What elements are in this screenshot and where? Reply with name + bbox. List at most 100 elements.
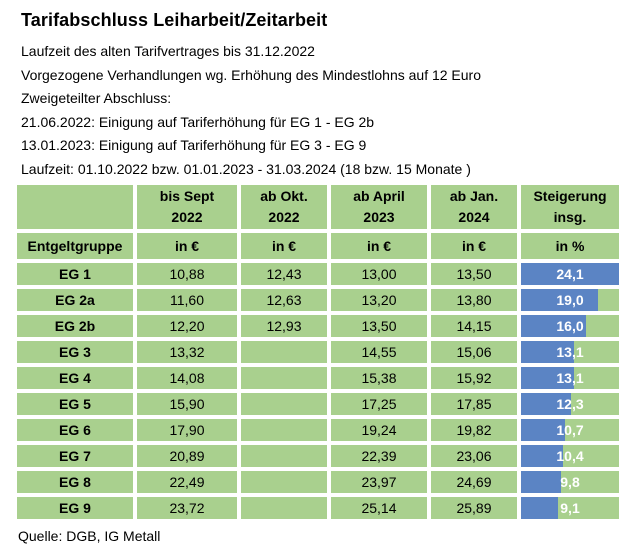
increase-cell: 13,1 bbox=[521, 341, 619, 363]
increase-bar-wrap: 9,8 bbox=[521, 471, 619, 493]
wage-value-cell: 17,90 bbox=[137, 419, 237, 441]
wage-value-cell bbox=[241, 497, 327, 519]
entgeltgruppe-cell: EG 6 bbox=[17, 419, 133, 441]
wage-value-cell: 20,89 bbox=[137, 445, 237, 467]
wage-value-cell: 22,39 bbox=[331, 445, 427, 467]
table-row: EG 617,90 19,2419,82 10,7 bbox=[17, 419, 619, 441]
increase-value-label: 10,4 bbox=[556, 448, 583, 464]
header-entgeltgruppe: Entgeltgruppe bbox=[17, 233, 133, 259]
table-header: bis Sept 2022 ab Okt. 2022 ab April 2023… bbox=[17, 185, 619, 259]
table-row: EG 515,9017,2517,8512,3 bbox=[17, 393, 619, 415]
wage-value-cell: 23,97 bbox=[331, 471, 427, 493]
wage-value-cell bbox=[241, 367, 327, 389]
header-row-periods: bis Sept 2022 ab Okt. 2022 ab April 2023… bbox=[17, 185, 619, 229]
intro-line-abschluss: Zweigeteilter Abschluss: bbox=[21, 87, 624, 111]
table-row: EG 313,32 14,5515,06 13,1 bbox=[17, 341, 619, 363]
increase-bar-wrap: 16,0 bbox=[521, 315, 619, 337]
increase-cell: 24,1 bbox=[521, 263, 619, 285]
increase-cell: 13,1 bbox=[521, 367, 619, 389]
wage-value-cell: 15,92 bbox=[431, 367, 517, 389]
wage-value-cell: 14,55 bbox=[331, 341, 427, 363]
wage-value-cell: 13,20 bbox=[331, 289, 427, 311]
increase-bar-wrap: 13,1 bbox=[521, 341, 619, 363]
wage-value-cell: 19,82 bbox=[431, 419, 517, 441]
wage-value-cell: 14,08 bbox=[137, 367, 237, 389]
increase-bar-wrap: 12,3 bbox=[521, 393, 619, 415]
page-title: Tarifabschluss Leiharbeit/Zeitarbeit bbox=[21, 10, 624, 31]
header-empty-cell bbox=[17, 185, 133, 229]
header-unit-euro-3: in € bbox=[331, 233, 427, 259]
wage-value-cell: 15,38 bbox=[331, 367, 427, 389]
wage-value-cell: 12,63 bbox=[241, 289, 327, 311]
increase-data-bar bbox=[521, 471, 561, 493]
header-col-ab-jan-2024: ab Jan. 2024 bbox=[431, 185, 517, 229]
increase-cell: 10,4 bbox=[521, 445, 619, 467]
header-unit-euro-1: in € bbox=[137, 233, 237, 259]
increase-bar-wrap: 10,4 bbox=[521, 445, 619, 467]
intro-block: Laufzeit des alten Tarifvertrages bis 31… bbox=[21, 40, 624, 181]
intro-line-einigung-2: 13.01.2023: Einigung auf Tariferhöhung f… bbox=[21, 134, 624, 158]
header-col-ab-april-2023: ab April 2023 bbox=[331, 185, 427, 229]
entgeltgruppe-cell: EG 1 bbox=[17, 263, 133, 285]
increase-data-bar bbox=[521, 497, 558, 519]
increase-value-label: 13,1 bbox=[556, 370, 583, 386]
increase-bar-wrap: 13,1 bbox=[521, 367, 619, 389]
header-row-units: Entgeltgruppe in € in € in € in € in % bbox=[17, 233, 619, 259]
increase-bar-wrap: 24,1 bbox=[521, 263, 619, 285]
increase-bar-wrap: 9,1 bbox=[521, 497, 619, 519]
header-col-bis-sept-2022: bis Sept 2022 bbox=[137, 185, 237, 229]
wage-value-cell: 25,89 bbox=[431, 497, 517, 519]
header-unit-euro-2: in € bbox=[241, 233, 327, 259]
wage-value-cell bbox=[241, 341, 327, 363]
increase-value-label: 9,1 bbox=[560, 500, 579, 516]
table-row: EG 720,89 22,3923,06 10,4 bbox=[17, 445, 619, 467]
entgeltgruppe-cell: EG 7 bbox=[17, 445, 133, 467]
increase-cell: 19,0 bbox=[521, 289, 619, 311]
wage-value-cell bbox=[241, 393, 327, 415]
increase-value-label: 10,7 bbox=[556, 422, 583, 438]
wage-value-cell: 12,43 bbox=[241, 263, 327, 285]
entgeltgruppe-cell: EG 9 bbox=[17, 497, 133, 519]
table-row: EG 822,4923,9724,699,8 bbox=[17, 471, 619, 493]
wage-value-cell: 23,72 bbox=[137, 497, 237, 519]
wage-value-cell: 13,50 bbox=[431, 263, 517, 285]
wage-value-cell: 17,85 bbox=[431, 393, 517, 415]
increase-value-label: 16,0 bbox=[556, 318, 583, 334]
wage-value-cell: 13,32 bbox=[137, 341, 237, 363]
increase-cell: 12,3 bbox=[521, 393, 619, 415]
wage-value-cell: 11,60 bbox=[137, 289, 237, 311]
increase-value-label: 9,8 bbox=[560, 474, 579, 490]
wage-value-cell: 10,88 bbox=[137, 263, 237, 285]
wage-value-cell: 24,69 bbox=[431, 471, 517, 493]
tariff-table: bis Sept 2022 ab Okt. 2022 ab April 2023… bbox=[13, 181, 623, 523]
increase-bar-wrap: 19,0 bbox=[521, 289, 619, 311]
wage-value-cell: 13,50 bbox=[331, 315, 427, 337]
wage-value-cell: 14,15 bbox=[431, 315, 517, 337]
entgeltgruppe-cell: EG 4 bbox=[17, 367, 133, 389]
increase-value-label: 13,1 bbox=[556, 344, 583, 360]
table-body: EG 110,8812,4313,0013,5024,1EG 2a11,6012… bbox=[17, 263, 619, 519]
entgeltgruppe-cell: EG 3 bbox=[17, 341, 133, 363]
table-row: EG 2b12,2012,9313,5014,1516,0 bbox=[17, 315, 619, 337]
wage-value-cell: 13,00 bbox=[331, 263, 427, 285]
wage-value-cell bbox=[241, 471, 327, 493]
increase-bar-wrap: 10,7 bbox=[521, 419, 619, 441]
wage-value-cell: 15,06 bbox=[431, 341, 517, 363]
wage-value-cell: 25,14 bbox=[331, 497, 427, 519]
source-note: Quelle: DGB, IG Metall bbox=[18, 528, 624, 544]
table-row: EG 414,08 15,3815,92 13,1 bbox=[17, 367, 619, 389]
wage-value-cell: 17,25 bbox=[331, 393, 427, 415]
increase-value-label: 24,1 bbox=[556, 266, 583, 282]
intro-line-laufzeit-neu: Laufzeit: 01.10.2022 bzw. 01.01.2023 - 3… bbox=[21, 158, 624, 182]
wage-value-cell: 19,24 bbox=[331, 419, 427, 441]
wage-value-cell: 23,06 bbox=[431, 445, 517, 467]
table-row: EG 110,8812,4313,0013,50 24,1 bbox=[17, 263, 619, 285]
header-col-steigerung: Steigerung insg. bbox=[521, 185, 619, 229]
page: Tarifabschluss Leiharbeit/Zeitarbeit Lau… bbox=[0, 0, 634, 550]
header-unit-euro-4: in € bbox=[431, 233, 517, 259]
increase-value-label: 19,0 bbox=[556, 292, 583, 308]
wage-value-cell bbox=[241, 419, 327, 441]
wage-value-cell: 22,49 bbox=[137, 471, 237, 493]
entgeltgruppe-cell: EG 2b bbox=[17, 315, 133, 337]
wage-value-cell: 12,93 bbox=[241, 315, 327, 337]
